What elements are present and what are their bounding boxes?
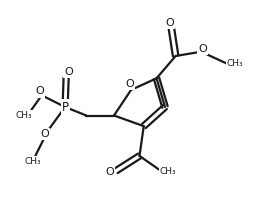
Text: O: O	[199, 43, 207, 54]
Text: O: O	[125, 79, 134, 89]
Text: CH₃: CH₃	[15, 111, 32, 120]
Text: O: O	[105, 167, 114, 177]
Text: O: O	[36, 86, 44, 97]
Text: CH₃: CH₃	[25, 157, 41, 166]
Text: O: O	[64, 67, 73, 77]
Text: P: P	[62, 101, 69, 113]
Text: O: O	[165, 18, 174, 28]
Text: O: O	[40, 129, 49, 139]
Text: CH₃: CH₃	[227, 59, 243, 68]
Text: CH₃: CH₃	[160, 167, 177, 176]
